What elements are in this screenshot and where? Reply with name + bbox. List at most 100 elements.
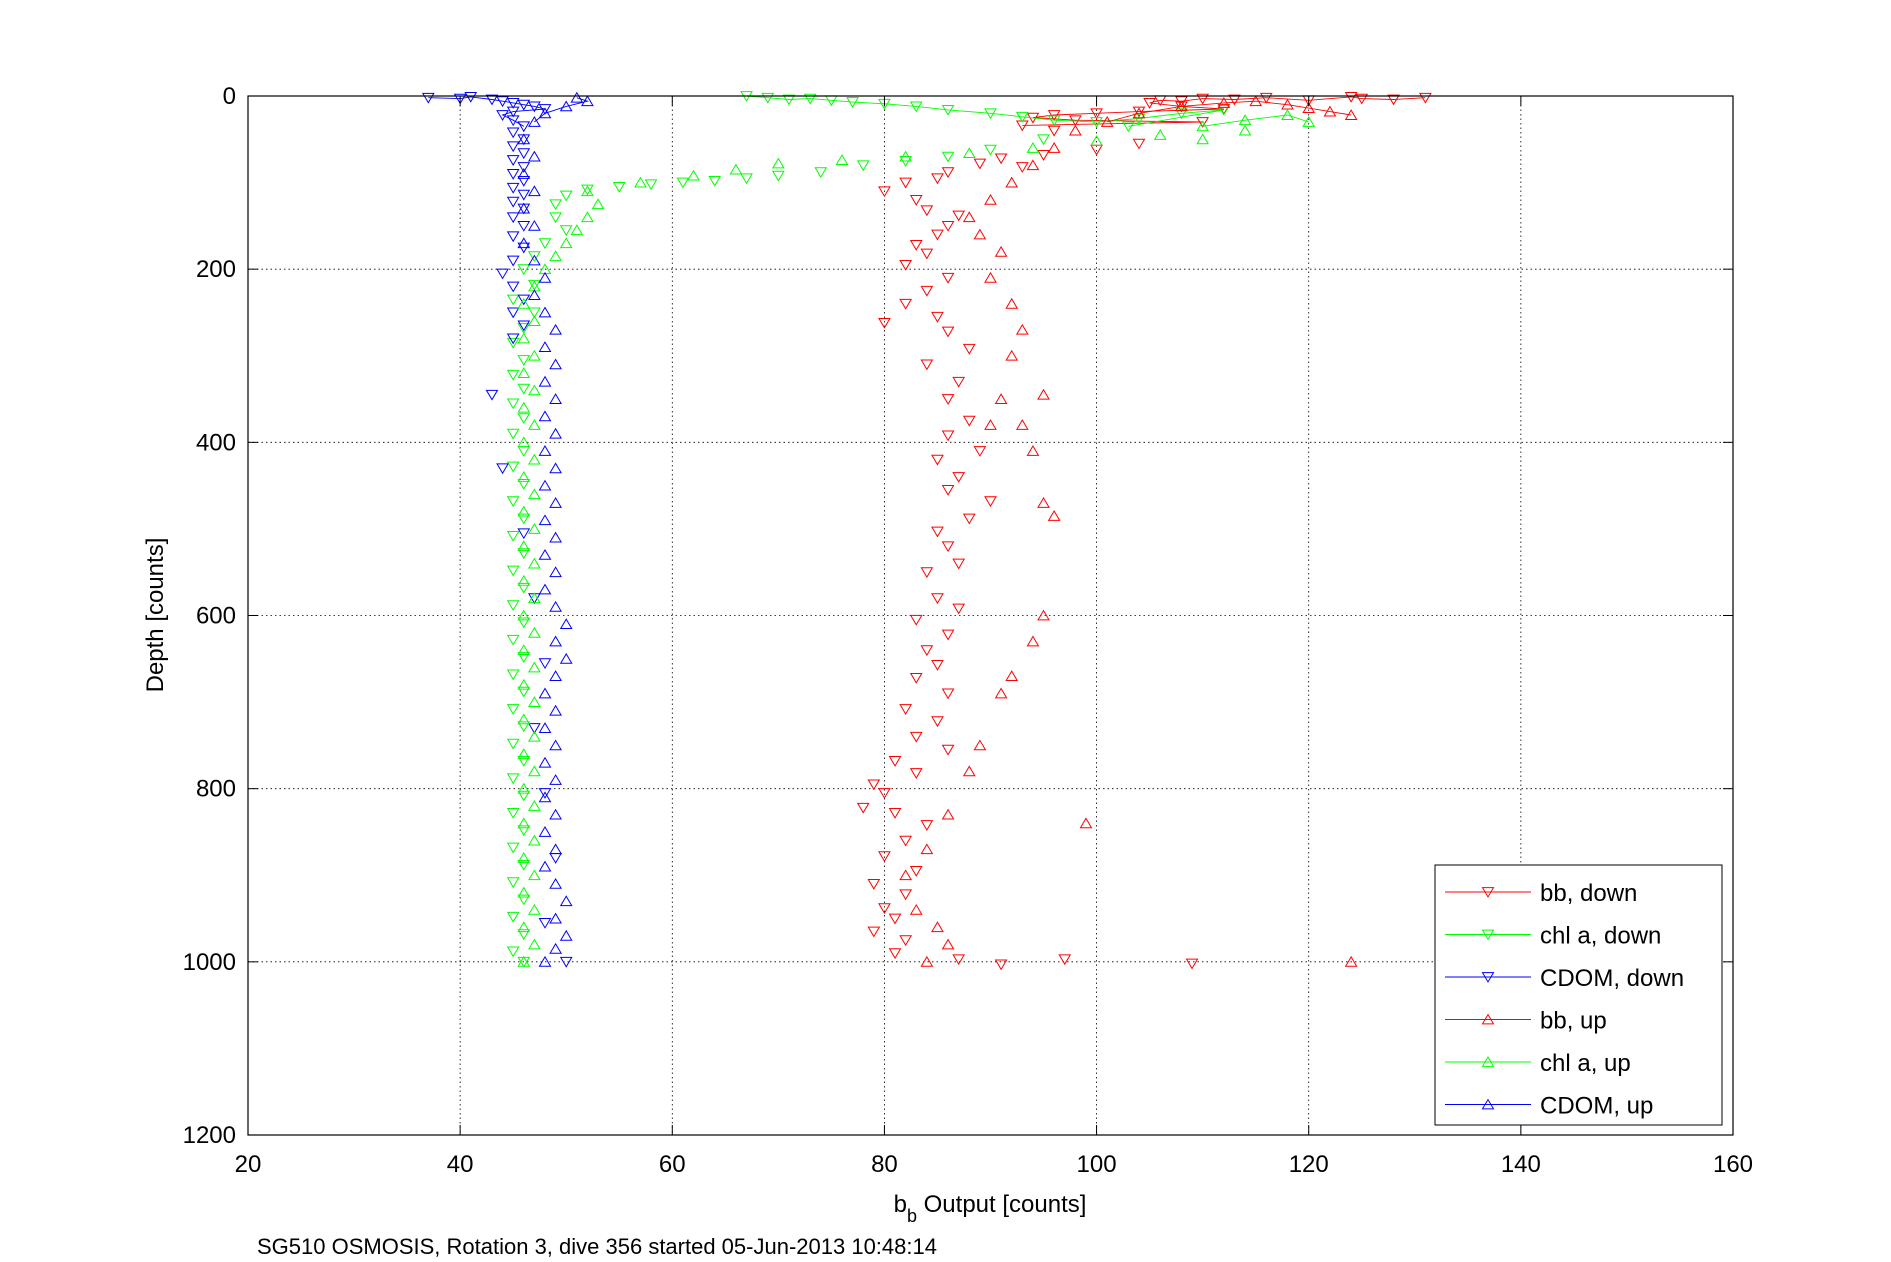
- data-point: [506, 565, 520, 577]
- data-point: [867, 779, 881, 791]
- data-point: [538, 955, 552, 967]
- data-point: [549, 808, 562, 820]
- data-point: [559, 895, 573, 907]
- data-point: [517, 202, 531, 214]
- y-tick-label: 400: [196, 429, 236, 456]
- data-point: [1132, 106, 1146, 118]
- legend-marker: [1481, 929, 1495, 941]
- data-point: [984, 496, 997, 508]
- data-point: [931, 173, 944, 185]
- data-point: [538, 548, 552, 560]
- data-point: [1323, 105, 1337, 117]
- data-point: [1026, 635, 1040, 647]
- data-point: [909, 768, 923, 780]
- data-point: [1153, 129, 1167, 140]
- data-point: [538, 756, 552, 768]
- data-point: [538, 791, 552, 803]
- data-point: [496, 268, 509, 280]
- data-point: [952, 472, 966, 483]
- data-point: [549, 843, 562, 855]
- data-point: [559, 237, 573, 249]
- data-point: [528, 522, 541, 534]
- data-point: [1090, 117, 1103, 128]
- data-point: [506, 337, 520, 349]
- data-point: [485, 94, 499, 106]
- data-point: [899, 259, 913, 271]
- data-point: [549, 877, 562, 889]
- series-cdom-up: [517, 91, 594, 967]
- data-point: [559, 929, 573, 941]
- data-point: [1026, 142, 1040, 153]
- data-point: [687, 169, 700, 181]
- data-point: [920, 285, 934, 297]
- legend-entry: bb, up: [1445, 1008, 1607, 1035]
- data-point: [846, 97, 859, 108]
- data-point: [1037, 497, 1050, 508]
- data-point: [1175, 96, 1188, 108]
- data-point: [1355, 93, 1369, 105]
- grid-lines: [248, 96, 1733, 1135]
- data-point: [528, 661, 541, 673]
- legend-marker: [1481, 1013, 1495, 1025]
- data-point: [517, 548, 531, 560]
- data-point: [962, 415, 976, 427]
- data-point: [517, 121, 531, 133]
- data-point: [549, 670, 562, 682]
- data-point: [506, 155, 520, 167]
- data-point: [1281, 109, 1294, 120]
- series-line: [428, 96, 546, 127]
- legend-marker: [1481, 1056, 1495, 1067]
- data-point: [984, 193, 997, 205]
- data-point: [570, 91, 584, 103]
- data-point: [1132, 113, 1146, 125]
- y-tick-label: 1200: [183, 1122, 236, 1149]
- data-point: [517, 713, 531, 725]
- data-point: [878, 788, 891, 799]
- data-point: [941, 220, 955, 232]
- legend-entry: chl a, down: [1445, 923, 1661, 950]
- data-point: [538, 445, 552, 456]
- data-point: [549, 600, 562, 612]
- data-point: [570, 224, 584, 236]
- data-point: [538, 658, 552, 670]
- data-point: [549, 427, 562, 439]
- data-point: [1090, 108, 1103, 120]
- data-point: [909, 731, 923, 743]
- data-point: [538, 104, 552, 115]
- data-point: [1238, 124, 1252, 136]
- data-point: [771, 157, 785, 169]
- data-point: [909, 614, 923, 626]
- data-point: [1196, 93, 1210, 105]
- data-point: [899, 835, 913, 847]
- data-point: [517, 133, 531, 145]
- data-point: [506, 307, 520, 319]
- data-point: [1026, 445, 1040, 456]
- data-point: [517, 574, 531, 586]
- data-point: [538, 271, 552, 283]
- legend-label: chl a, down: [1540, 923, 1661, 950]
- data-point: [941, 688, 955, 700]
- data-point: [517, 921, 531, 933]
- x-tick-label: 40: [447, 1151, 474, 1178]
- data-point: [1047, 125, 1061, 137]
- data-point: [835, 154, 849, 165]
- data-point: [1037, 149, 1050, 161]
- data-point: [517, 721, 531, 733]
- data-point: [549, 497, 562, 508]
- series-chl-a-up: [517, 109, 1316, 967]
- legend-marker: [1481, 887, 1495, 898]
- data-point: [899, 935, 913, 947]
- data-point: [559, 225, 573, 237]
- data-point: [517, 332, 531, 344]
- data-point: [538, 375, 552, 387]
- y-axis-label: Depth [counts]: [142, 538, 169, 693]
- data-point: [506, 115, 520, 127]
- data-point: [517, 817, 531, 829]
- data-point: [538, 788, 552, 799]
- data-point: [1026, 159, 1040, 171]
- y-tick-label: 1000: [183, 949, 236, 976]
- legend-label: CDOM, down: [1540, 965, 1684, 992]
- data-point: [538, 479, 552, 491]
- data-point: [994, 153, 1008, 165]
